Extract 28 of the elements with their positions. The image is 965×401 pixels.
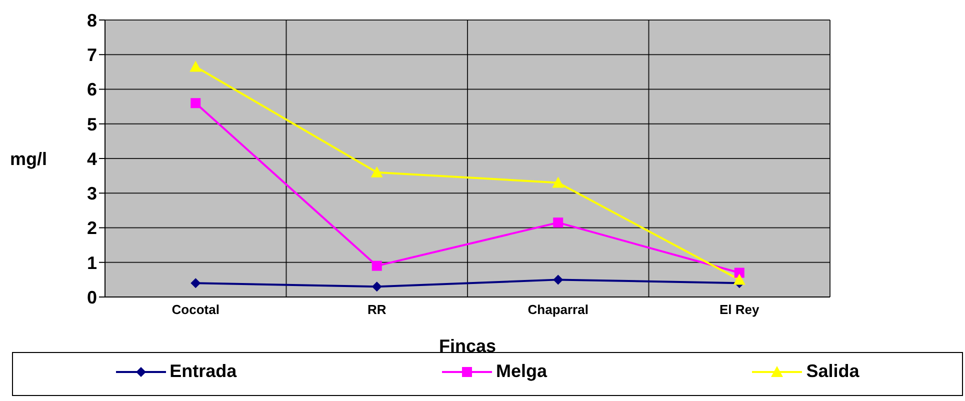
y-tick-label: 8 bbox=[86, 10, 97, 30]
y-tick-label: 1 bbox=[86, 252, 97, 273]
y-tick-label: 4 bbox=[86, 148, 97, 169]
point bbox=[552, 176, 564, 188]
legend-label: Entrada bbox=[168, 361, 237, 382]
y-tick-label: 7 bbox=[86, 45, 97, 66]
point bbox=[553, 274, 564, 285]
point bbox=[553, 218, 564, 228]
legend-label: Salida bbox=[805, 361, 860, 382]
point bbox=[372, 260, 382, 271]
y-tick-label: 0 bbox=[86, 287, 97, 308]
point bbox=[190, 278, 201, 288]
y-tick-label: 6 bbox=[86, 80, 97, 100]
x-tick-label: Cocotal bbox=[172, 302, 220, 318]
y-tick-label: 3 bbox=[86, 184, 97, 204]
x-tick-label: RR bbox=[367, 302, 387, 318]
y-axis-title: mg/l bbox=[10, 148, 48, 169]
legend-label: Melga bbox=[494, 361, 547, 382]
point bbox=[190, 98, 201, 108]
x-tick-label: El Rey bbox=[720, 302, 760, 318]
point bbox=[370, 166, 383, 178]
y-tick-label: 5 bbox=[86, 114, 97, 134]
x-tick-label: Chaparral bbox=[528, 302, 588, 318]
point bbox=[190, 60, 202, 72]
y-tick-label: 2 bbox=[86, 218, 97, 238]
point bbox=[372, 282, 382, 292]
point bbox=[733, 274, 746, 285]
x-axis-title: Fincas bbox=[438, 336, 496, 356]
